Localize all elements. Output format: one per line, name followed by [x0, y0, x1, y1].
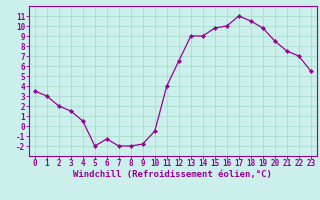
X-axis label: Windchill (Refroidissement éolien,°C): Windchill (Refroidissement éolien,°C): [73, 170, 272, 179]
